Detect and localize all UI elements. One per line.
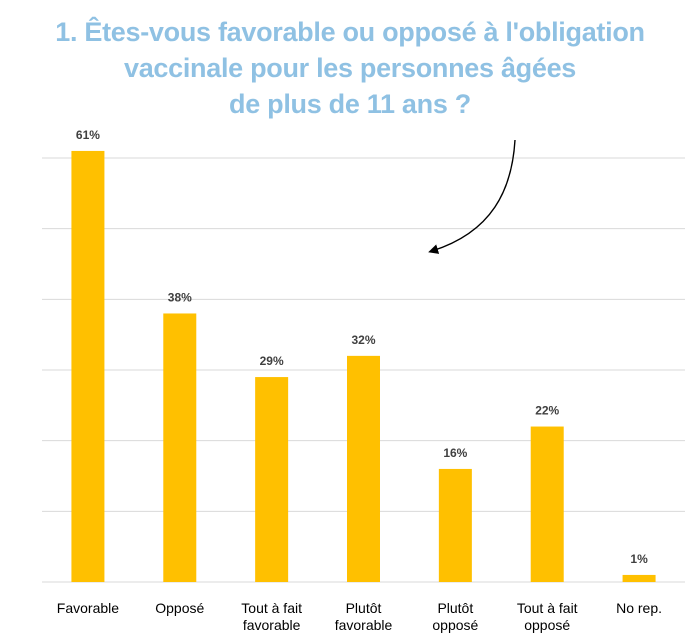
bars — [71, 150, 656, 582]
bar — [71, 150, 105, 582]
bar — [622, 574, 656, 582]
bar — [347, 355, 380, 582]
value-label: 1% — [630, 552, 648, 566]
category-label: opposé — [432, 617, 478, 633]
category-label: Plutôt — [437, 600, 473, 616]
value-label: 32% — [351, 333, 375, 347]
category-label: favorable — [335, 617, 393, 633]
category-label: Favorable — [57, 600, 119, 616]
arrow-annotation — [428, 139, 516, 254]
bar — [530, 426, 564, 582]
value-label: 38% — [168, 290, 192, 304]
bar — [255, 377, 289, 582]
category-label: favorable — [243, 617, 301, 633]
value-label: 22% — [535, 404, 559, 418]
value-label: 16% — [443, 446, 467, 460]
category-labels: Favorable Opposé Tout à faitfavorablePlutô… — [57, 600, 662, 633]
category-label: Plutôt — [346, 600, 382, 616]
value-labels: 61% 38% 29% 32% 16% 22% 1% — [76, 128, 648, 566]
category-label: Tout à fait — [241, 600, 302, 616]
value-label: 29% — [260, 354, 284, 368]
bar — [438, 468, 472, 582]
chart-title-line-1: 1. Êtes-vous favorable ou opposé à l'obl… — [55, 17, 645, 47]
value-label: 61% — [76, 128, 100, 142]
category-label: opposé — [524, 617, 570, 633]
category-label: Tout à fait — [517, 600, 578, 616]
category-label: No rep. — [616, 600, 662, 616]
chart-title: 1. Êtes-vous favorable ou opposé à l'obl… — [0, 14, 700, 122]
chart-title-line-3: de plus de 11 ans ? — [229, 89, 471, 119]
chart-title-line-2: vaccinale pour les personnes âgées — [123, 53, 577, 83]
bar — [163, 313, 197, 582]
category-label: Opposé — [155, 600, 204, 616]
